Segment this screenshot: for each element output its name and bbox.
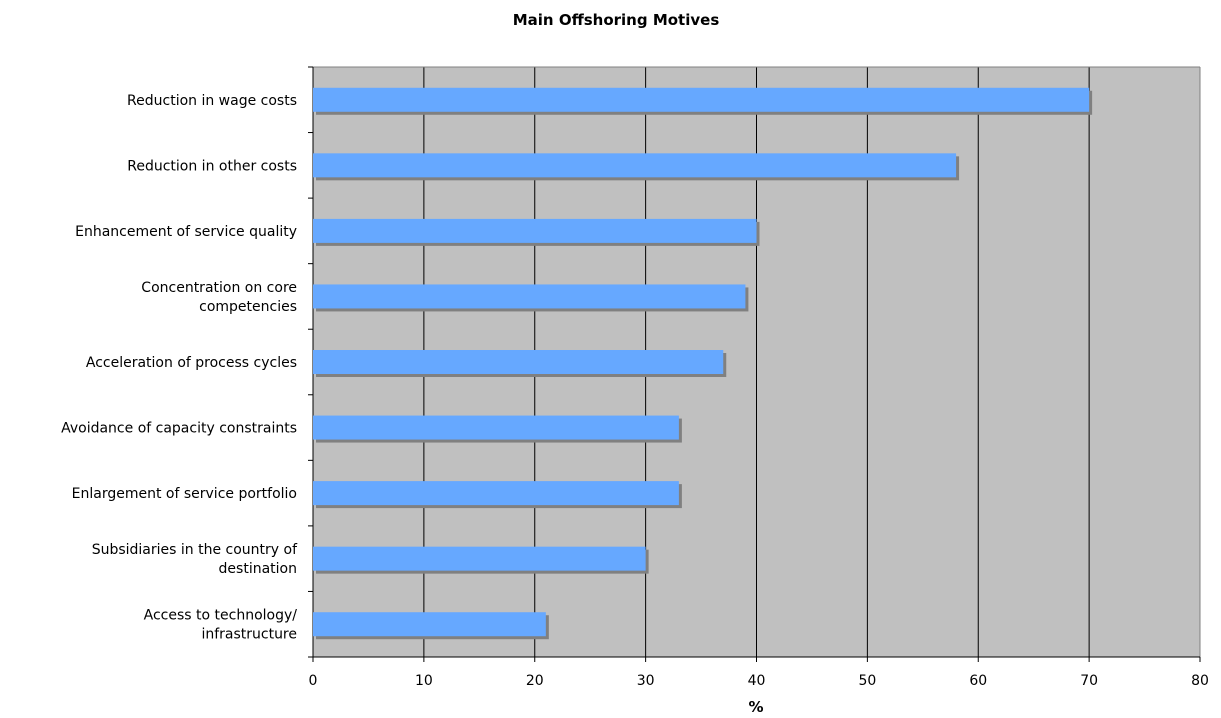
bar [313,218,757,243]
category-label-line: Enhancement of service quality [75,224,297,240]
category-label: Access to technology/infrastructure [144,608,298,643]
category-label-line: destination [219,561,297,577]
category-label: Enlargement of service portfolio [72,486,297,502]
category-label-line: Access to technology/ [144,608,298,624]
x-tick-label: 40 [748,673,766,689]
bar [313,481,679,506]
bar [313,153,957,178]
category-label-line: Acceleration of process cycles [86,355,297,371]
bar [313,612,546,637]
category-label: Subsidiaries in the country of destinatio… [92,542,298,577]
category-label: Reduction in other costs [127,158,297,174]
plot-area: 0 10 20 30 40 50 60 70 80 Reduction in wage costs… [61,66,1209,689]
category-label: Acceleration of process cycles [86,355,297,371]
category-label-line: competencies [199,299,297,315]
x-tick-label: 20 [526,673,544,689]
category-label-line: Reduction in wage costs [127,93,297,109]
x-tick-label: 0 [309,673,318,689]
x-tick-label: 50 [858,673,876,689]
bar [313,284,746,309]
bar [313,350,724,374]
x-axis-label: % [748,698,763,716]
x-tick-label: 30 [637,673,655,689]
x-tick-label: 60 [969,673,987,689]
category-label: Reduction in wage costs [127,93,297,109]
category-label-line: Avoidance of capacity constraints [61,421,297,437]
category-label: Avoidance of capacity constraints [61,421,297,437]
x-tick-label: 70 [1080,673,1098,689]
category-label-line: Subsidiaries in the country of [92,542,298,558]
bar [313,415,679,440]
bar [313,546,646,571]
x-tick-label: 10 [415,673,433,689]
category-label-line: Reduction in other costs [127,158,297,174]
category-label: Enhancement of service quality [75,224,297,240]
category-label-line: Enlargement of service portfolio [72,486,297,502]
category-label-line: Concentration on core [141,280,297,296]
category-label: Concentration on core competencies [141,280,297,315]
category-label-line: infrastructure [201,627,297,643]
x-tick-label: 80 [1191,673,1209,689]
bar [313,87,1090,112]
chart-title: Main Offshoring Motives [513,11,720,29]
